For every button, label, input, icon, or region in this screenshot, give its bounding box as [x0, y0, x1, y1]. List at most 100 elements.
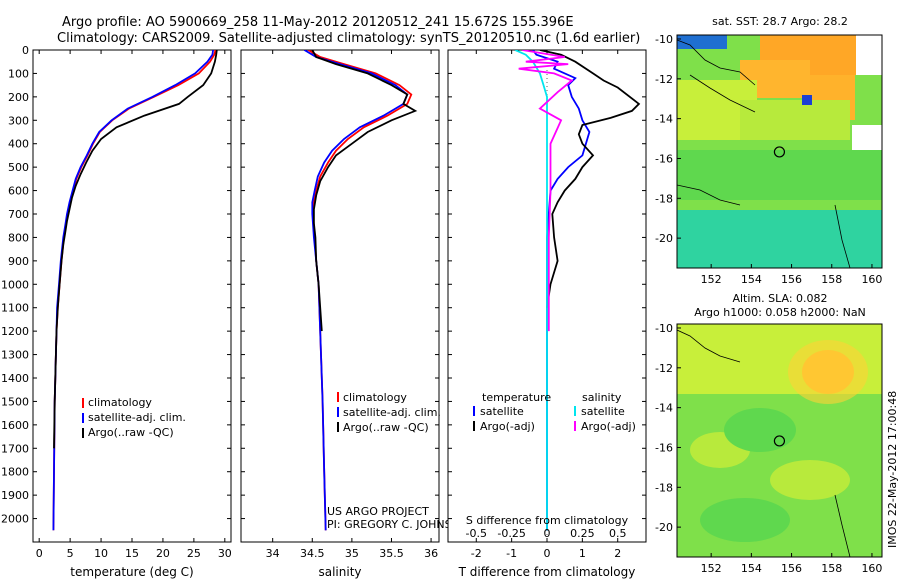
temperature-legend: climatology satellite-adj. clim. Argo(..…	[82, 396, 186, 439]
sla-map-title-line1: Altim. SLA: 0.082	[732, 292, 827, 305]
coastline	[677, 329, 741, 363]
depth-tick-label: 100	[8, 67, 29, 80]
longitude-tick-label: 152	[701, 273, 722, 286]
latitude-tick-label: -12	[655, 73, 673, 86]
depth-tick-labels: 0 100 200 300 400 500 600 700 800 900 1000 1100 1200…	[1, 44, 29, 526]
legend-label-climatology: climatology	[343, 391, 407, 404]
legend-header-salinity: salinity	[582, 391, 622, 404]
legend-label-sal-argo: Argo(-adj)	[581, 420, 636, 433]
legend-label-temp-argo: Argo(-adj)	[480, 420, 535, 433]
sla-green-patch	[700, 498, 790, 542]
depth-tick-label: 1600	[1, 419, 29, 432]
depth-tick-label: 1900	[1, 489, 29, 502]
s-difference-tick-label: 0.5	[609, 527, 627, 540]
coastline	[689, 74, 756, 113]
temperature-tick-labels: 0 5 10 15 20 25 30	[36, 547, 232, 560]
depth-tick-label: 400	[8, 138, 29, 151]
s-difference-tick-label: -0.5	[466, 527, 487, 540]
legend-label-climatology: climatology	[88, 396, 152, 409]
credit-project: US ARGO PROJECT	[327, 505, 429, 518]
longitude-tick-label: 156	[781, 562, 802, 575]
sst-cyan-band	[677, 210, 882, 268]
imos-timestamp: IMOS 22-May-2012 17:00:48	[886, 391, 899, 548]
legend-header-temperature: temperature	[482, 391, 551, 404]
sla-warm-eddy	[788, 340, 868, 404]
x-tick-label: 10	[94, 547, 108, 560]
salinity-series	[303, 50, 418, 531]
legend-label-satellite: satellite-adj. clim.	[88, 411, 186, 424]
legend-label-argo: Argo(..raw -QC)	[343, 421, 429, 434]
t-difference-axis-label: T difference from climatology	[458, 565, 636, 579]
sst-map-frame	[676, 34, 883, 269]
salinity-tick-labels: 34 34.5 35 35.5 36	[266, 547, 438, 560]
latitude-tick-label: -20	[655, 521, 673, 534]
latitude-tick-label: -18	[655, 481, 673, 494]
sla-map-ticks: 152 154 156 158 160 -10 -12 -14 -16 -18 -20	[655, 322, 882, 575]
figure-title-line1: Argo profile: AO 5900669_258 11-May-2012…	[62, 15, 574, 30]
temperature-axis-label: temperature (deg C)	[70, 565, 193, 579]
x-tick-label: 1	[579, 547, 586, 560]
depth-tick-label: 500	[8, 161, 29, 174]
depth-tick-label: 1500	[1, 395, 29, 408]
legend-label-sal-satellite: satellite	[581, 405, 625, 418]
figure-title-line2: Climatology: CARS2009. Satellite-adjuste…	[57, 31, 640, 46]
depth-tick-label: 1000	[1, 278, 29, 291]
x-tick-label: 5	[67, 547, 74, 560]
depth-tick-label: 800	[8, 231, 29, 244]
reef-contour	[834, 204, 851, 268]
latitude-tick-label: -16	[655, 152, 673, 165]
coastline	[677, 39, 756, 86]
longitude-tick-label: 160	[861, 562, 882, 575]
x-tick-label: -1	[506, 547, 517, 560]
x-tick-label: 35.5	[379, 547, 404, 560]
sst-green-band	[677, 150, 882, 200]
depth-tick-label: 0	[22, 44, 29, 57]
sst-map-title: sat. SST: 28.7 Argo: 28.2	[712, 15, 848, 28]
salinity-axis-label: salinity	[318, 565, 361, 579]
x-tick-label: 0	[544, 547, 551, 560]
depth-tick-label: 1700	[1, 442, 29, 455]
sla-green-patch	[724, 408, 796, 452]
sst-cold-patch	[677, 35, 727, 49]
t-difference-tick-labels: -2 -1 0 1 2	[471, 547, 621, 560]
x-tick-label: 2	[614, 547, 621, 560]
sst-map: sat. SST: 28.7 Argo: 28.2 152 154 156 158 16…	[655, 15, 883, 286]
x-tick-label: -2	[471, 547, 482, 560]
credit-pi: PI: GREGORY C. JOHNSON	[327, 518, 468, 531]
depth-tick-label: 200	[8, 91, 29, 104]
latitude-tick-label: -12	[655, 362, 673, 375]
argo-float-marker	[773, 146, 786, 158]
longitude-tick-label: 156	[781, 273, 802, 286]
legend-label-argo: Argo(..raw -QC)	[88, 426, 174, 439]
depth-tick-label: 2000	[1, 513, 29, 526]
longitude-tick-label: 158	[821, 562, 842, 575]
x-tick-label: 35	[345, 547, 359, 560]
latitude-tick-label: -10	[655, 322, 673, 335]
s-difference-tick-labels: -0.5 -0.25 0 0.25 0.5	[466, 527, 627, 540]
x-tick-label: 20	[156, 547, 170, 560]
depth-tick-label: 1800	[1, 466, 29, 479]
argo-float-marker	[773, 435, 786, 447]
temperature-panel: 0100200300400500600700800900100011001200…	[1, 44, 232, 579]
legend-label-satellite: satellite-adj. clim.	[343, 406, 441, 419]
temperature-series	[52, 50, 218, 531]
latitude-tick-label: -16	[655, 441, 673, 454]
depth-tick-label: 900	[8, 255, 29, 268]
reef-contour	[677, 184, 741, 206]
s-difference-tick-label: 0.25	[570, 527, 595, 540]
sst-cold-patch	[802, 95, 812, 105]
salinity-legend: climatology satellite-adj. clim. Argo(..…	[337, 391, 441, 434]
s-difference-tick-label: 0	[544, 527, 551, 540]
sla-map-frame	[676, 323, 883, 558]
temperature-axis-ticks	[33, 49, 231, 542]
difference-legend: temperature salinity satellite Argo(-adj…	[473, 391, 636, 433]
x-tick-label: 25	[187, 547, 201, 560]
legend-label-temp-satellite: satellite	[480, 405, 524, 418]
salinity-panel: 34 34.5 35 35.5 36 salinity climatology sate…	[240, 49, 468, 579]
depth-tick-label: 1400	[1, 372, 29, 385]
series-line-temperature-argo-adj-	[539, 50, 641, 308]
latitude-tick-label: -18	[655, 192, 673, 205]
x-tick-label: 0	[36, 547, 43, 560]
difference-axis-ticks	[448, 49, 646, 542]
